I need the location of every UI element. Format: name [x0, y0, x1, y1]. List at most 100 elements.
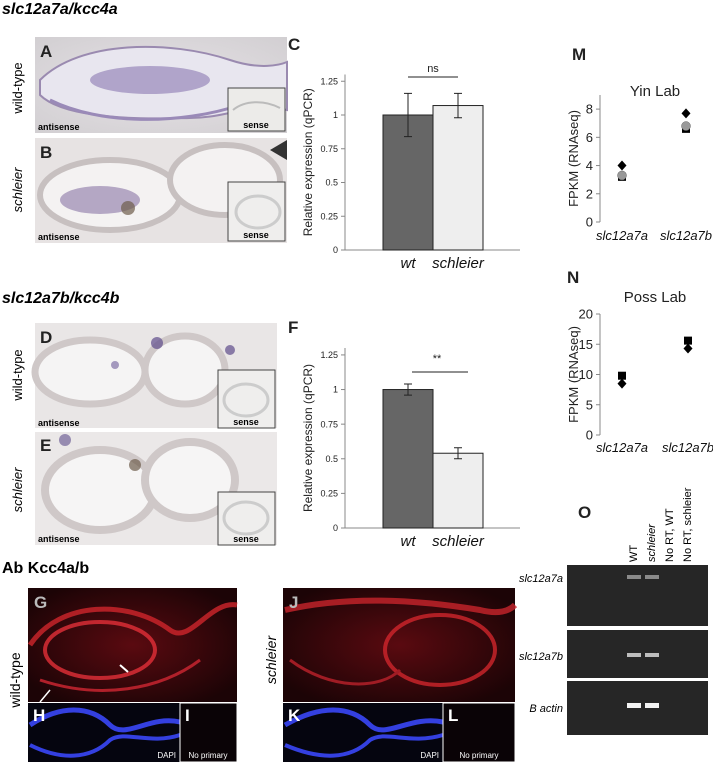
x-tick-label: slc12a7b: [660, 228, 712, 243]
image-label: sense: [233, 534, 259, 544]
error-bar: [404, 92, 412, 138]
image-i: [179, 702, 238, 763]
image-label: DAPI: [157, 751, 176, 760]
image-k: [283, 703, 444, 762]
gel-image: [567, 565, 708, 735]
gel-column-label: schleier: [646, 523, 658, 562]
panel-label: I: [185, 706, 190, 725]
gel-column-label: No RT, WT: [664, 508, 676, 562]
point: [618, 371, 626, 380]
panel-label: N: [567, 268, 579, 287]
y-tick-label: 0: [333, 245, 338, 255]
image-label: sense: [243, 120, 269, 130]
y-tick-label: 10: [579, 367, 593, 382]
y-tick-label: 0.5: [325, 454, 338, 464]
error-bar: [454, 92, 462, 119]
annotation: ns: [427, 63, 439, 75]
image-a: [35, 37, 288, 133]
y-tick-label: 6: [586, 130, 593, 145]
bar: [382, 389, 434, 529]
heading: slc12a7a/kcc4a: [2, 1, 118, 18]
x-tick-label: wt: [401, 533, 417, 550]
gel-row-label: slc12a7b: [519, 651, 563, 663]
y-tick-label: 15: [579, 337, 593, 352]
chart-title: Yin Lab: [630, 83, 680, 100]
y-axis-label: FPKM (RNAseq): [566, 110, 581, 207]
y-axis-label: Relative expression (qPCR): [301, 364, 315, 512]
panel-label: A: [40, 42, 52, 61]
y-tick-label: 20: [579, 307, 593, 322]
x-tick-label: slc12a7a: [596, 440, 648, 455]
row-label: schleier: [263, 635, 279, 685]
y-tick-label: 4: [586, 158, 593, 173]
point: [684, 336, 692, 345]
image-l: [442, 702, 516, 763]
x-tick-label: schleier: [432, 533, 485, 550]
panel-label: J: [289, 593, 298, 612]
image-b: [35, 138, 287, 243]
image-label: antisense: [38, 534, 80, 544]
panel-label: C: [288, 35, 300, 54]
panel-label: B: [40, 143, 52, 162]
y-tick-label: 0: [586, 428, 593, 443]
gel-row-label: slc12a7a: [519, 573, 563, 585]
panel-label: L: [448, 706, 458, 725]
error-bar: [404, 383, 412, 396]
y-tick-label: 0.75: [320, 144, 338, 154]
bar: [432, 105, 484, 251]
y-tick-label: 0: [333, 523, 338, 533]
y-tick-label: 0.75: [320, 419, 338, 429]
panel-label: K: [288, 706, 301, 725]
image-label: antisense: [38, 122, 80, 132]
annotation: **: [433, 353, 442, 365]
point: [681, 121, 691, 131]
point: [617, 170, 627, 181]
panel-label: G: [34, 593, 47, 612]
gel-row-label: B actin: [529, 703, 563, 715]
panel-label: F: [288, 318, 298, 337]
y-tick-label: 0.25: [320, 211, 338, 221]
y-axis-label: FPKM (RNAseq): [566, 326, 581, 423]
y-tick-label: 0.5: [325, 178, 338, 188]
y-tick-label: 1.25: [320, 350, 338, 360]
panel-label: E: [40, 436, 51, 455]
image-label: antisense: [38, 232, 80, 242]
image-label: No primary: [459, 751, 498, 760]
gel-column-label: No RT, schleier: [682, 487, 694, 562]
image-j: [283, 588, 518, 702]
point: [617, 160, 627, 171]
image-d: [31, 323, 277, 429]
x-tick-label: slc12a7a: [596, 228, 648, 243]
panel-label: M: [572, 45, 586, 64]
panel-label: D: [40, 328, 52, 347]
image-label: No primary: [188, 751, 227, 760]
y-tick-label: 5: [586, 397, 593, 412]
heading: Ab Kcc4a/b: [2, 560, 89, 577]
point: [683, 343, 693, 354]
heading: slc12a7b/kcc4b: [2, 290, 120, 307]
image-e: [35, 432, 277, 546]
x-tick-label: slc12a7b: [662, 440, 713, 455]
y-tick-label: 0.25: [320, 489, 338, 499]
row-label: wild-type: [10, 349, 25, 401]
error-bar: [454, 447, 462, 460]
y-tick-label: 1.25: [320, 76, 338, 86]
y-tick-label: 8: [586, 102, 593, 117]
panel-label: H: [33, 706, 45, 725]
image-label: sense: [233, 417, 259, 427]
row-label: wild-type: [10, 62, 25, 114]
y-tick-label: 1: [333, 385, 338, 395]
image-label: sense: [243, 230, 269, 240]
point: [617, 378, 627, 389]
chart-title: Poss Lab: [624, 289, 687, 306]
image-g: [27, 588, 238, 703]
y-tick-label: 2: [586, 186, 593, 201]
row-label: schleier: [10, 167, 25, 212]
y-axis-label: Relative expression (qPCR): [301, 88, 315, 236]
x-tick-label: schleier: [432, 255, 485, 272]
y-tick-label: 0: [586, 215, 593, 230]
x-tick-label: wt: [401, 255, 417, 272]
point: [681, 108, 691, 119]
panel-label: O: [578, 503, 591, 522]
